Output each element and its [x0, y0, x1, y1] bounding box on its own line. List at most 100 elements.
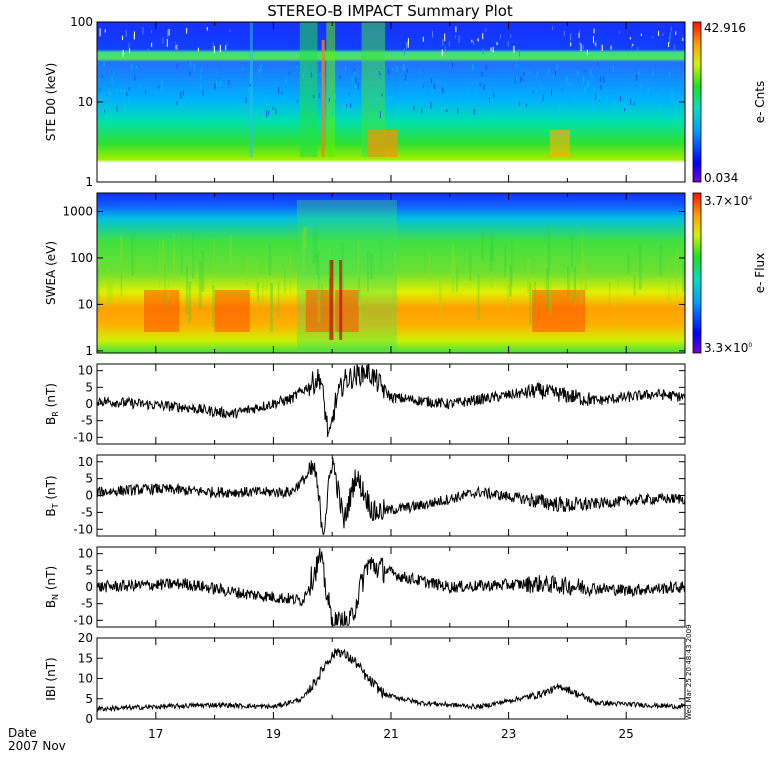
- y-tick-label: -10: [73, 522, 93, 536]
- ste-speckle: [126, 92, 128, 97]
- swea-texture: [534, 282, 537, 316]
- ste-speckle: [151, 30, 153, 33]
- ste-speckle: [663, 110, 665, 113]
- ste-speckle: [311, 72, 313, 78]
- ste-speckle: [485, 27, 487, 32]
- ste-speckle: [598, 99, 600, 102]
- ste-speckle: [162, 37, 164, 44]
- ste-speckle: [483, 84, 485, 91]
- x-tick-label: 19: [266, 727, 281, 741]
- swea-texture: [380, 240, 382, 271]
- ste-speckle: [477, 38, 479, 42]
- swea-texture: [581, 251, 584, 278]
- swea-texture: [544, 246, 546, 289]
- ste-speckle: [658, 93, 660, 98]
- ste-speckle: [104, 109, 106, 113]
- ste-speckle: [430, 102, 432, 109]
- ste-speckle: [513, 45, 515, 53]
- ste-speckle: [388, 68, 390, 75]
- ste-speckle: [507, 41, 509, 47]
- swea-texture: [212, 284, 215, 327]
- ste-speckle: [535, 88, 537, 92]
- ste-speckle: [515, 76, 517, 81]
- ste-speckle: [128, 42, 130, 49]
- ste-speckle: [151, 42, 153, 47]
- ste-speckle: [407, 38, 409, 45]
- ste-speckle: [264, 95, 266, 98]
- swea-texture: [229, 235, 232, 264]
- swea-texture: [256, 262, 259, 292]
- y-tick-label: 1: [85, 344, 93, 358]
- ste-speckle: [458, 35, 460, 43]
- ste-speckle: [496, 42, 498, 46]
- swea-texture: [358, 277, 360, 301]
- ste-speckle: [189, 71, 191, 76]
- swea-hot-patch: [214, 290, 250, 332]
- ste-speckle: [607, 89, 609, 93]
- ste-speckle: [532, 91, 534, 94]
- swea-event-features: [97, 200, 685, 350]
- ste-speckle: [354, 70, 356, 75]
- swea-texture: [546, 267, 550, 308]
- ste-speckle: [403, 48, 405, 56]
- ste-speckle: [197, 47, 199, 52]
- ste-speckle: [175, 42, 177, 45]
- ste-speckle: [487, 101, 489, 105]
- ste-speckle: [587, 81, 589, 88]
- ste-speckle: [542, 95, 544, 102]
- swea-texture: [357, 240, 360, 283]
- ste-speckle: [488, 96, 490, 104]
- swea-texture: [506, 270, 510, 311]
- ste-speckle: [331, 63, 333, 66]
- y-tick-label: 5: [85, 380, 93, 394]
- swea-texture: [164, 264, 166, 311]
- swea-texture: [394, 252, 396, 300]
- ste-speckle: [129, 96, 131, 103]
- swea-texture: [97, 268, 100, 313]
- ste-speckle: [344, 66, 346, 72]
- ste-speckle: [594, 42, 596, 46]
- swea-texture: [675, 247, 678, 298]
- y-tick-label: -5: [81, 597, 93, 611]
- swea-texture: [581, 229, 583, 268]
- swea-texture: [120, 235, 123, 275]
- ste-speckle: [525, 103, 527, 107]
- ste-speckle: [668, 42, 670, 48]
- ste-speckle: [265, 110, 267, 118]
- ste-speckle: [305, 64, 307, 72]
- x-tick-label: 25: [619, 727, 634, 741]
- ste-speckle: [551, 88, 553, 96]
- swea-panel: 1000 100 10 1 SWEA (eV) 3.7×104 3.3×100 e- …: [44, 192, 767, 358]
- ste-speckle: [354, 95, 356, 98]
- ste-speckle: [518, 49, 520, 57]
- swea-texture: [277, 281, 280, 319]
- ste-speckle: [603, 76, 605, 83]
- ste-speckle: [283, 99, 285, 102]
- swea-texture: [266, 266, 268, 291]
- bt-panel: 10 5 0 -5 -10 BT (nT): [44, 454, 686, 537]
- ste-speckle: [103, 62, 105, 67]
- ste-speckle: [584, 70, 586, 73]
- ste-speckle: [374, 102, 376, 107]
- ste-speckle: [162, 85, 164, 91]
- swea-stripe: [329, 260, 334, 340]
- y-tick-label: 10: [78, 95, 93, 109]
- ste-speckle: [331, 109, 333, 116]
- ste-speckle: [633, 102, 635, 106]
- ste-speckle: [580, 43, 582, 52]
- ste-speckle: [413, 105, 415, 111]
- ste-speckle: [518, 101, 520, 106]
- ste-speckle: [182, 90, 184, 96]
- swea-hot-patch: [335, 290, 359, 332]
- ste-speckle: [111, 76, 113, 84]
- swea-texture: [580, 264, 583, 305]
- swea-texture: [491, 231, 494, 262]
- ste-colorbar-min: 0.034: [704, 171, 738, 185]
- ste-speckle: [570, 35, 572, 41]
- ste-speckle: [387, 89, 389, 92]
- ste-speckle: [481, 99, 483, 106]
- ste-speckle: [523, 72, 525, 76]
- ste-speckle: [637, 46, 639, 52]
- ste-speckle: [554, 70, 556, 77]
- swea-texture: [668, 262, 670, 304]
